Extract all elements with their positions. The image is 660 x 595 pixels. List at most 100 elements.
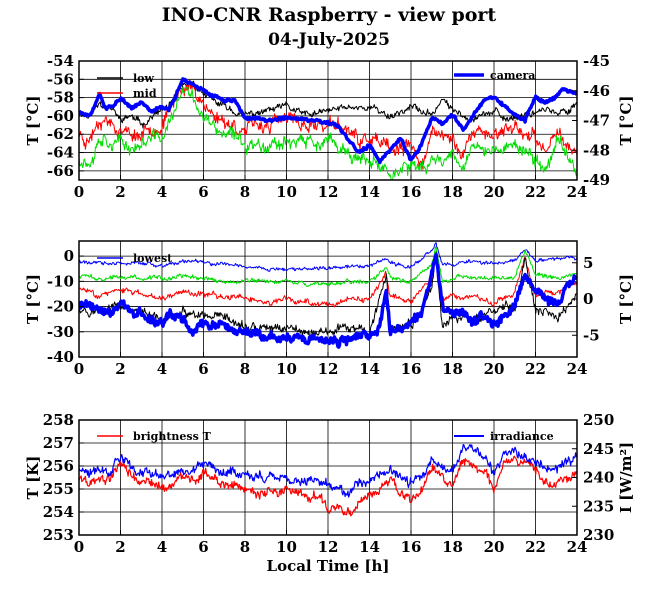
x-tick-label: 2 xyxy=(115,538,125,556)
y2-axis-label: I [W/m²] xyxy=(617,442,635,513)
y-axis-label: T [°C] xyxy=(24,95,42,145)
legend-label: irradiance xyxy=(490,430,554,443)
y-tick-label: 253 xyxy=(43,526,74,544)
y2-tick-label: -46 xyxy=(583,82,610,100)
y-tick-label: 255 xyxy=(43,480,74,498)
legend-label: brightness T xyxy=(133,430,212,443)
x-tick-label: 8 xyxy=(240,183,250,201)
x-tick-label: 12 xyxy=(318,360,339,378)
series-line-series-3 xyxy=(79,253,577,308)
x-tick-label: 0 xyxy=(74,360,84,378)
x-tick-label: 0 xyxy=(74,538,84,556)
x-tick-label: 22 xyxy=(525,183,546,201)
legend-label: low xyxy=(133,72,155,85)
x-tick-label: 20 xyxy=(484,183,505,201)
x-tick-label: 22 xyxy=(525,538,546,556)
legend-left: low mid xyxy=(97,72,157,100)
y2-tick-label: -49 xyxy=(583,171,610,189)
x-tick-label: 6 xyxy=(198,183,208,201)
x-tick-label: 0 xyxy=(74,183,84,201)
x-tick-label: 22 xyxy=(525,360,546,378)
y2-tick-label: 5 xyxy=(583,254,593,272)
y2-tick-label: 240 xyxy=(583,469,614,487)
x-tick-label: 20 xyxy=(484,360,505,378)
x-tick-label: 24 xyxy=(567,538,588,556)
y2-tick-label: 230 xyxy=(583,526,614,544)
x-tick-label: 8 xyxy=(240,538,250,556)
y2-axis-label: T [°C] xyxy=(617,274,635,324)
legend-label: lowest xyxy=(133,252,173,265)
x-tick-label: 14 xyxy=(359,183,380,201)
y-tick-label: -20 xyxy=(47,298,74,316)
y2-tick-label: -48 xyxy=(583,141,610,159)
x-tick-label: 10 xyxy=(276,538,297,556)
x-tick-label: 20 xyxy=(484,538,505,556)
y-tick-label: 0 xyxy=(64,247,74,265)
series-group xyxy=(79,444,577,517)
series-line-series-5 xyxy=(79,252,577,349)
y-tick-label: -54 xyxy=(47,52,74,70)
y2-tick-label: -5 xyxy=(583,326,600,344)
x-tick-label: 4 xyxy=(157,183,167,201)
x-tick-label: 16 xyxy=(401,360,422,378)
y-tick-label: -40 xyxy=(47,348,74,366)
series-line-lowest xyxy=(79,242,577,272)
x-tick-label: 10 xyxy=(276,183,297,201)
legend-left: brightness T xyxy=(97,430,212,443)
y-axis-label: T [K] xyxy=(24,456,42,500)
series-group xyxy=(79,242,577,349)
x-tick-label: 10 xyxy=(276,360,297,378)
x-tick-label: 14 xyxy=(359,538,380,556)
x-tick-label: 18 xyxy=(442,538,463,556)
x-tick-label: 4 xyxy=(157,538,167,556)
x-tick-label: 2 xyxy=(115,360,125,378)
x-tick-label: 8 xyxy=(240,360,250,378)
x-tick-label: 4 xyxy=(157,360,167,378)
x-tick-label: 18 xyxy=(442,183,463,201)
x-tick-label: 2 xyxy=(115,183,125,201)
y2-tick-label: 245 xyxy=(583,440,614,458)
x-tick-label: 6 xyxy=(198,360,208,378)
x-tick-label: 16 xyxy=(401,183,422,201)
series-line-series-2 xyxy=(79,246,577,287)
series-line-camera xyxy=(79,77,577,165)
series-line-low xyxy=(79,80,577,129)
chart-subtitle: 04-July-2025 xyxy=(268,30,390,50)
y-tick-label: -56 xyxy=(47,70,74,88)
x-tick-label: 16 xyxy=(401,538,422,556)
y-tick-label: -30 xyxy=(47,323,74,341)
y2-tick-label: 235 xyxy=(583,497,614,515)
x-tick-label: 12 xyxy=(318,538,339,556)
legend-left: lowest xyxy=(97,252,173,265)
x-tick-label: 24 xyxy=(567,360,588,378)
x-axis-label: Local Time [h] xyxy=(267,557,390,575)
panel-2: 0 2 4 6 8 10 12 14 16 18 20 22 240-10-20-30-4050-5T … xyxy=(24,240,635,378)
x-tick-label: 18 xyxy=(442,360,463,378)
series-group xyxy=(79,77,577,180)
legend-label: mid xyxy=(133,87,157,100)
y-tick-label: 257 xyxy=(43,434,74,452)
y2-tick-label: -45 xyxy=(583,52,610,70)
legend-right: irradiance xyxy=(454,430,554,443)
chart-title: INO-CNR Raspberry - view port xyxy=(162,4,497,26)
panel-1: 0 2 4 6 8 10 12 14 16 18 20 22 24-54-56-58-60-62-64-… xyxy=(24,52,635,201)
y-axis-label: T [°C] xyxy=(24,274,42,324)
x-tick-label: 24 xyxy=(567,183,588,201)
y2-axis-label: T [°C] xyxy=(617,95,635,145)
series-line-irradiance xyxy=(79,444,577,498)
y-tick-label: -62 xyxy=(47,125,74,143)
y-tick-label: 254 xyxy=(43,503,74,521)
x-tick-label: 6 xyxy=(198,538,208,556)
y2-tick-label: -47 xyxy=(583,112,610,130)
x-tick-label: 14 xyxy=(359,360,380,378)
x-tick-label: 12 xyxy=(318,183,339,201)
y-tick-label: 258 xyxy=(43,411,74,429)
legend-right: camera xyxy=(454,69,535,82)
y-tick-label: -60 xyxy=(47,107,74,125)
y-tick-label: -10 xyxy=(47,272,74,290)
series-line-series-3 xyxy=(79,86,577,180)
panels: 0 2 4 6 8 10 12 14 16 18 20 22 24-54-56-58-60-62-64-… xyxy=(24,52,635,575)
y2-tick-label: 0 xyxy=(583,290,593,308)
y-tick-label: 256 xyxy=(43,457,74,475)
